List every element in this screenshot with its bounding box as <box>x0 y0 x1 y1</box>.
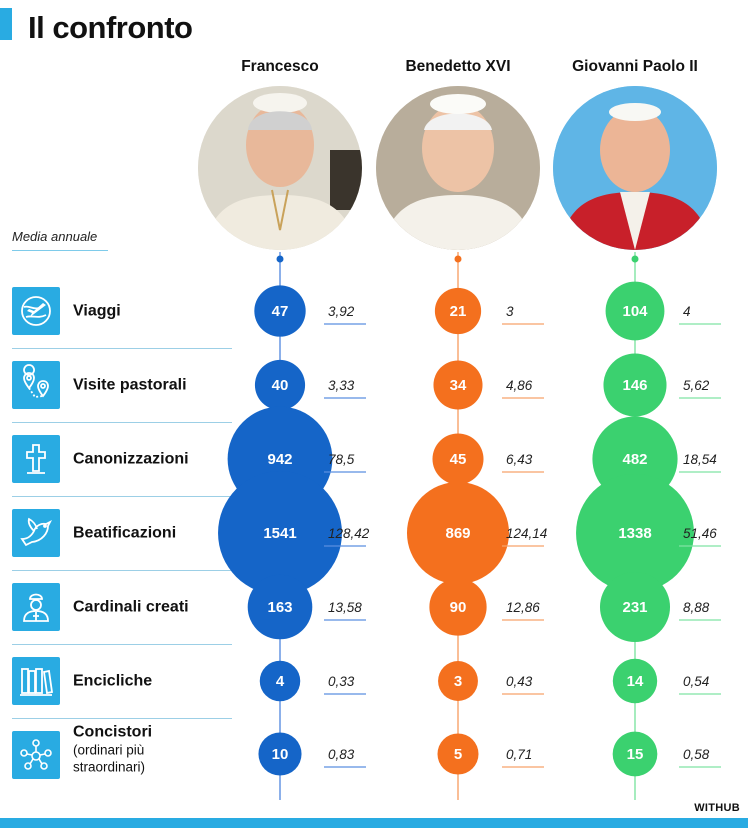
bubble-value-benedetto-concistori: 5 <box>454 746 462 763</box>
row-separator <box>12 570 232 571</box>
avg-value-francesco-encicliche: 0,33 <box>328 674 355 689</box>
pope-name-giovanni: Giovanni Paolo II <box>572 58 698 75</box>
avg-value-giovanni-canonizzazioni: 18,54 <box>683 452 717 467</box>
credit-label: WITHUB <box>694 802 740 814</box>
row-separator <box>12 718 232 719</box>
bubble-giovanni-visite-pastorali <box>603 353 667 417</box>
row-label-cardinali-creati: Cardinali creati <box>73 598 189 616</box>
map-pins-icon <box>12 361 60 409</box>
avg-value-giovanni-cardinali-creati: 8,88 <box>683 600 710 615</box>
people-network-icon <box>12 731 60 779</box>
row-label-visite-pastorali: Visite pastorali <box>73 376 187 394</box>
avg-value-giovanni-encicliche: 0,54 <box>683 674 709 689</box>
bottom-accent-bar <box>0 818 748 828</box>
bubble-value-benedetto-encicliche: 3 <box>454 673 462 690</box>
bubble-giovanni-beatificazioni <box>576 474 694 592</box>
bubble-value-giovanni-beatificazioni: 1338 <box>618 525 651 542</box>
connector-dot-benedetto <box>454 255 462 263</box>
avg-value-francesco-visite-pastorali: 3,33 <box>328 378 355 393</box>
bubble-francesco-encicliche <box>259 660 301 702</box>
bubble-giovanni-cardinali-creati <box>599 571 671 643</box>
cardinal-icon <box>12 583 60 631</box>
bubble-francesco-beatificazioni <box>218 471 342 595</box>
cross-icon <box>12 435 60 483</box>
bubble-benedetto-canonizzazioni <box>432 433 484 485</box>
row-label-concistori: Concistori (ordinari più straordinari) <box>73 723 203 776</box>
row-separator <box>12 348 232 349</box>
bubble-francesco-viaggi <box>254 285 306 337</box>
avg-value-francesco-beatificazioni: 128,42 <box>328 526 370 541</box>
avg-value-benedetto-cardinali-creati: 12,86 <box>506 600 540 615</box>
bubble-value-giovanni-cardinali-creati: 231 <box>622 599 647 616</box>
bubble-giovanni-concistori <box>612 731 658 777</box>
row-label-canonizzazioni: Canonizzazioni <box>73 450 189 468</box>
pope-name-benedetto: Benedetto XVI <box>405 58 511 75</box>
media-annuale-label: Media annuale <box>12 229 98 244</box>
avg-value-francesco-cardinali-creati: 13,58 <box>328 600 362 615</box>
avg-value-giovanni-beatificazioni: 51,46 <box>683 526 717 541</box>
title-accent-bar <box>0 8 12 40</box>
row-separator <box>12 496 232 497</box>
bubble-giovanni-viaggi <box>605 281 665 341</box>
bubble-value-giovanni-visite-pastorali: 146 <box>622 377 647 394</box>
bubble-value-francesco-encicliche: 4 <box>276 673 285 690</box>
bubble-value-benedetto-canonizzazioni: 45 <box>450 451 467 468</box>
page-title: Il confronto <box>28 10 193 45</box>
portrait-giovanni <box>553 86 717 250</box>
avg-value-benedetto-viaggi: 3 <box>506 304 514 319</box>
bubble-francesco-visite-pastorali <box>254 359 306 411</box>
avg-value-benedetto-canonizzazioni: 6,43 <box>506 452 533 467</box>
bubble-value-benedetto-beatificazioni: 869 <box>445 525 470 542</box>
portrait-benedetto <box>376 86 540 250</box>
bubble-value-giovanni-canonizzazioni: 482 <box>622 451 647 468</box>
avg-value-francesco-concistori: 0,83 <box>328 747 355 762</box>
books-icon <box>12 657 60 705</box>
avg-value-giovanni-concistori: 0,58 <box>683 747 710 762</box>
bubble-value-benedetto-visite-pastorali: 34 <box>450 377 467 394</box>
connector-dot-francesco <box>276 255 284 263</box>
row-separator <box>12 422 232 423</box>
bubble-value-giovanni-concistori: 15 <box>627 746 644 763</box>
bubble-benedetto-cardinali-creati <box>429 578 487 636</box>
row-sublabel-concistori: (ordinari più straordinari) <box>73 742 146 775</box>
avg-value-benedetto-beatificazioni: 124,14 <box>506 526 547 541</box>
avg-value-benedetto-encicliche: 0,43 <box>506 674 533 689</box>
row-separator <box>12 644 232 645</box>
bubble-value-francesco-viaggi: 47 <box>272 303 289 320</box>
pope-name-francesco: Francesco <box>241 58 319 75</box>
bubble-benedetto-encicliche <box>438 661 478 701</box>
avg-value-giovanni-viaggi: 4 <box>683 304 691 319</box>
dove-icon <box>12 509 60 557</box>
bubble-value-francesco-beatificazioni: 1541 <box>263 525 296 542</box>
bubble-benedetto-beatificazioni <box>406 481 510 585</box>
bubble-value-francesco-canonizzazioni: 942 <box>267 451 292 468</box>
avg-value-francesco-viaggi: 3,92 <box>328 304 355 319</box>
globe-plane-icon <box>12 287 60 335</box>
bubble-benedetto-visite-pastorali <box>433 360 483 410</box>
bubble-chart: 47 3,92 40 3,33 942 78,5 1541 128,42 163 13,58 4 0,… <box>198 86 721 800</box>
bubble-value-giovanni-viaggi: 104 <box>622 303 648 320</box>
connector-dot-giovanni <box>631 255 639 263</box>
avg-value-francesco-canonizzazioni: 78,5 <box>328 452 355 467</box>
avg-value-benedetto-concistori: 0,71 <box>506 747 532 762</box>
bubble-value-giovanni-encicliche: 14 <box>627 673 644 690</box>
bubble-francesco-concistori <box>258 732 302 776</box>
bubble-francesco-cardinali-creati <box>247 574 313 640</box>
bubble-value-francesco-cardinali-creati: 163 <box>267 599 292 616</box>
bubble-value-benedetto-viaggi: 21 <box>450 303 467 320</box>
bubble-value-benedetto-cardinali-creati: 90 <box>450 599 467 616</box>
bubble-value-francesco-concistori: 10 <box>272 746 289 763</box>
avg-value-giovanni-visite-pastorali: 5,62 <box>683 378 710 393</box>
row-label-beatificazioni: Beatificazioni <box>73 524 177 542</box>
bubble-benedetto-viaggi <box>434 287 482 335</box>
portrait-francesco <box>198 86 362 250</box>
media-annuale-underline <box>12 250 108 251</box>
bubble-benedetto-concistori <box>437 733 479 775</box>
bubble-giovanni-encicliche <box>612 658 658 704</box>
row-label-encicliche: Encicliche <box>73 672 153 690</box>
avg-value-benedetto-visite-pastorali: 4,86 <box>506 378 533 393</box>
bubble-value-francesco-visite-pastorali: 40 <box>272 377 289 394</box>
row-label-viaggi: Viaggi <box>73 302 121 320</box>
